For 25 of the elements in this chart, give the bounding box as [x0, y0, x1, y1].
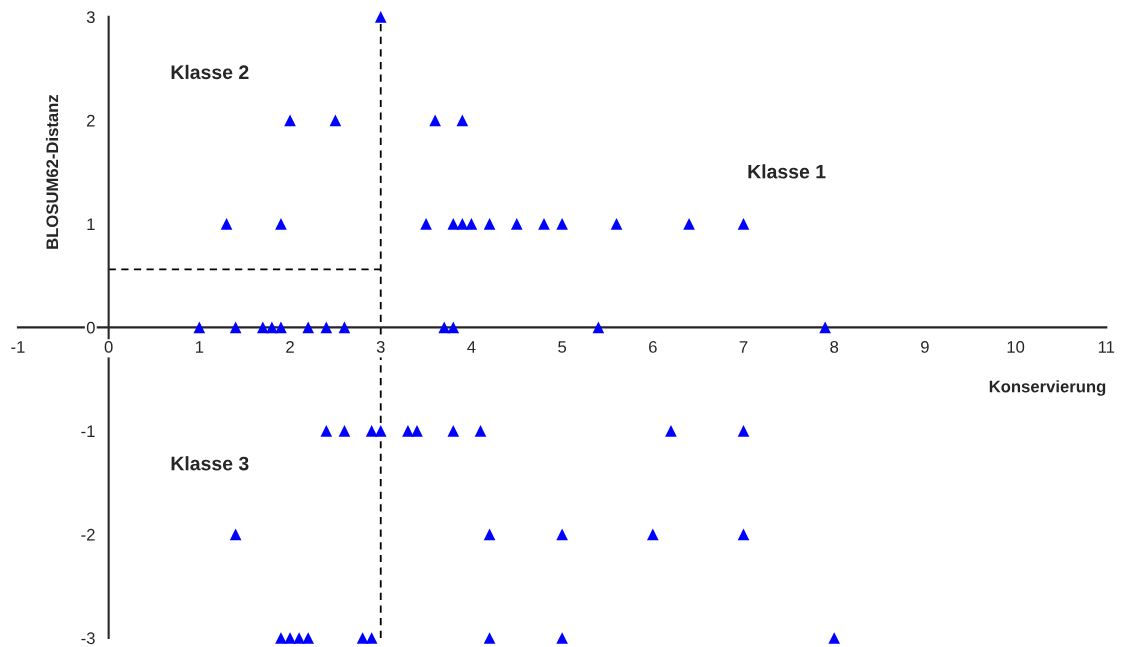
- y-tick-label: 1: [87, 218, 95, 230]
- x-tick-label: 10: [1007, 341, 1025, 353]
- x-tick-label: 3: [376, 341, 385, 353]
- y-tick-label: 3: [86, 11, 95, 24]
- x-tick-label: 7: [739, 341, 748, 353]
- x-tick-label: 8: [830, 341, 839, 353]
- annotation: Klasse 2: [171, 64, 249, 80]
- y-tick-label: 0: [86, 321, 95, 334]
- x-tick-label: -1: [11, 341, 25, 353]
- y-tick-label: 2: [87, 114, 95, 127]
- x-tick-label: 1: [195, 341, 204, 353]
- x-axis-title: Konservierung: [989, 380, 1106, 396]
- x-tick-label: 0: [104, 341, 113, 353]
- annotation: Klasse 1: [748, 164, 826, 179]
- annotation: Klasse 3: [171, 456, 249, 471]
- x-tick-label: 6: [649, 341, 657, 353]
- x-tick-label: 5: [558, 341, 567, 353]
- x-tick-label: 11: [1098, 341, 1115, 353]
- y-tick-label: -3: [81, 632, 95, 645]
- x-tick-label: 9: [921, 341, 929, 353]
- y-tick-label: -1: [81, 425, 95, 437]
- y-tick-label: -2: [81, 528, 95, 541]
- y-axis-title: BLOSUM62-Distanz: [45, 94, 59, 249]
- x-tick-label: 2: [286, 341, 294, 353]
- x-tick-label: 4: [467, 341, 476, 353]
